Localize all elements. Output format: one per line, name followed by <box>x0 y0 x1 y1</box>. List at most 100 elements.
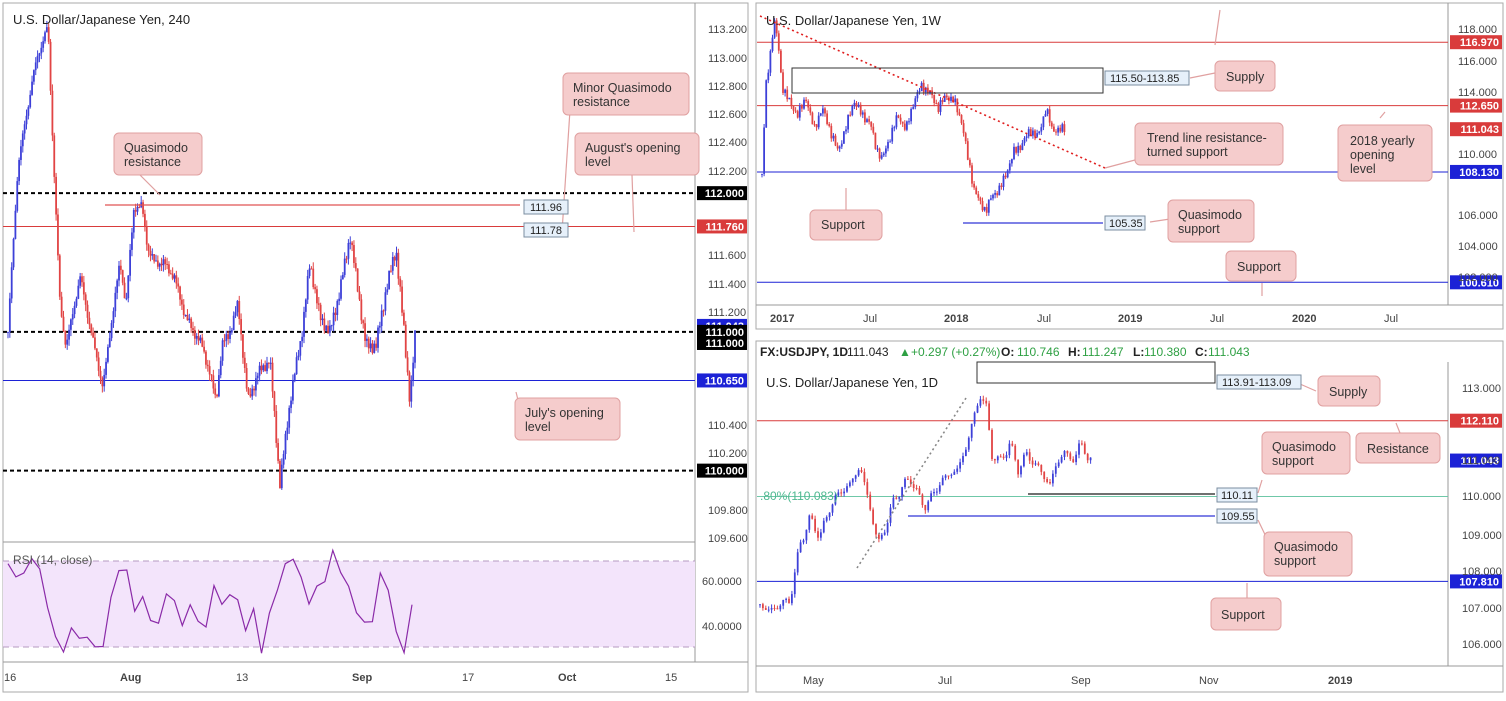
h4-y-tick: 111.400 <box>708 279 746 291</box>
candle-body <box>1006 170 1009 178</box>
weekly-x-tick: 2020 <box>1292 313 1316 325</box>
candle-body <box>990 198 992 200</box>
price-tag-text: 113.91-113.09 <box>1222 377 1291 389</box>
daily-o-label: O: <box>1001 345 1014 359</box>
candle-body <box>869 494 872 510</box>
candle-body <box>777 33 780 51</box>
h4-y-tick: 109.600 <box>708 533 748 545</box>
candle-body <box>125 298 128 300</box>
price-label-bg <box>1450 275 1502 290</box>
candle-body <box>935 103 938 105</box>
weekly-y-tick: 106.000 <box>1458 210 1498 222</box>
weekly-y-tick: 102.000 <box>1458 272 1498 284</box>
candle-body <box>843 491 845 494</box>
candle-body <box>849 114 852 116</box>
annotation-text: Supply <box>1226 70 1265 84</box>
candle-body <box>362 320 365 324</box>
candle-body <box>66 339 69 345</box>
candle-body <box>105 361 107 375</box>
candle-body <box>25 115 28 125</box>
candle-body <box>898 497 901 499</box>
candle-body <box>60 296 63 317</box>
candle-body <box>103 374 106 387</box>
candle-body <box>815 124 818 128</box>
price-tag-text: 110.11 <box>1221 490 1253 502</box>
candle-body <box>401 286 403 313</box>
candle-body <box>996 456 999 461</box>
candle-body <box>119 265 122 271</box>
h4-candles <box>7 20 416 490</box>
candle-body <box>356 268 359 292</box>
candle-body <box>964 133 967 142</box>
candle-body <box>366 338 368 341</box>
price-label-bg <box>1450 35 1502 50</box>
candle-body <box>1011 443 1014 446</box>
weekly-x-tick: Jul <box>1210 313 1224 325</box>
candle-body <box>262 365 265 371</box>
candle-body <box>1043 471 1046 479</box>
candle-body <box>195 335 198 339</box>
annotation-weekly-support-2: Support <box>1225 250 1297 282</box>
candle-body <box>386 289 389 293</box>
candle-body <box>110 323 113 339</box>
candle-body <box>834 135 837 146</box>
candle-body <box>71 314 74 320</box>
price-tag-111-96 <box>523 199 569 215</box>
candle-body <box>343 258 346 275</box>
candle-body <box>805 99 807 102</box>
candle-body <box>136 206 139 212</box>
price-label: 110.000 <box>705 466 744 478</box>
daily-y-tick: 108.000 <box>1462 566 1502 578</box>
candle-body <box>840 143 843 147</box>
candle-body <box>811 112 814 125</box>
candle-body <box>1028 452 1031 461</box>
candle-body <box>255 378 257 391</box>
price-tag-text: 109.55 <box>1221 511 1255 523</box>
daily-fib-line <box>856 397 967 569</box>
candle-body <box>1023 454 1025 467</box>
candle-body <box>44 32 46 42</box>
candle-body <box>27 107 30 116</box>
candle-body <box>234 312 237 316</box>
candle-body <box>51 90 54 136</box>
candle-body <box>840 492 843 494</box>
weekly-title: U.S. Dollar/Japanese Yen, 1W <box>766 13 942 28</box>
h4-y-tick: 110.200 <box>708 448 747 460</box>
candle-body <box>232 315 235 331</box>
candle-body <box>166 264 168 266</box>
candle-body <box>201 337 204 347</box>
candle-body <box>127 275 130 299</box>
candle-body <box>280 464 283 489</box>
candle-body <box>924 87 927 93</box>
candle-body <box>23 124 26 134</box>
candle-body <box>889 141 891 143</box>
candle-body <box>943 95 946 102</box>
candle-body <box>912 107 915 109</box>
rsi-line-group <box>7 548 413 656</box>
candle-body <box>284 433 287 455</box>
candle-body <box>837 492 840 496</box>
candle-body <box>295 357 298 375</box>
candle-body <box>811 515 814 519</box>
candle-body <box>155 260 157 262</box>
daily-x-tick: Jul <box>938 675 952 687</box>
h4-levels: 112.000111.760111.043111.000111.000110.6… <box>3 186 747 478</box>
candle-body <box>880 534 883 539</box>
candle-body <box>1037 463 1040 465</box>
candle-body <box>802 540 805 543</box>
candle-body <box>158 263 161 267</box>
candle-body <box>118 265 120 281</box>
candle-body <box>218 375 220 397</box>
candle-body <box>153 254 156 262</box>
candle-body <box>94 337 96 349</box>
candle-body <box>64 330 67 345</box>
candle-body <box>853 102 856 106</box>
candle-body <box>953 471 956 475</box>
candle-body <box>1034 463 1037 465</box>
candle-body <box>179 286 181 300</box>
candle-body <box>776 608 779 610</box>
price-label: 111.760 <box>705 221 744 233</box>
candle-body <box>12 238 15 268</box>
candle-body <box>824 108 826 114</box>
candle-body <box>316 289 318 304</box>
